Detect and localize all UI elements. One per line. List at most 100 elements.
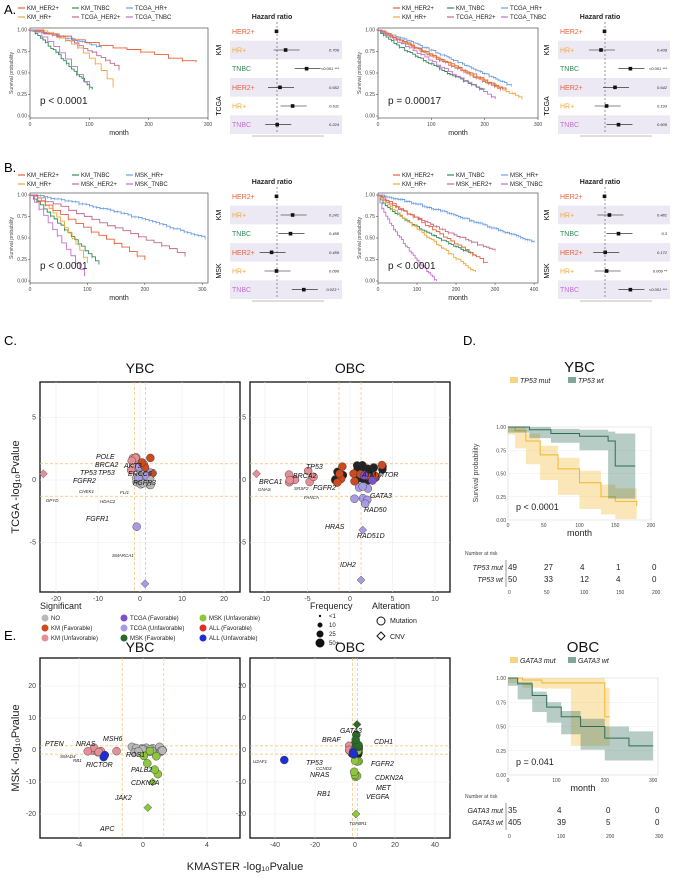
km-d-risk-mut-label: TP53 mut	[473, 565, 504, 572]
forest-a2-row-label: HER2+	[560, 85, 583, 92]
km-e2-legend-wt: GATA3 wt	[578, 658, 610, 665]
forest-a1-pvalue: <0.001 ***	[321, 66, 340, 71]
panel-e-ybc-title: YBC	[126, 639, 155, 655]
forest-b1-row-label: HER2+	[232, 194, 255, 201]
scatter-e-obc-xtick-label: 20	[391, 842, 399, 849]
legend-sig-swatch	[199, 624, 207, 632]
forest-b2-estimate	[607, 213, 612, 217]
km-a2-xtick-label: 300	[534, 122, 543, 128]
legend-b-item: MSK_TNBC	[135, 182, 168, 188]
forest-b2-row-label: HR+	[560, 213, 574, 220]
forest-b1-pvalue: 0.241	[329, 213, 339, 218]
forest-a2-row-label: HR+	[560, 48, 574, 55]
km-a1-curve	[30, 30, 93, 90]
km-b2-xtick-label: 300	[491, 287, 500, 293]
km-e2-risk-wt-cell: 5	[606, 818, 611, 827]
km-a2-ylabel: Survival probability	[357, 52, 363, 94]
forest-b1-estimate	[290, 213, 295, 217]
km-e2-risk-wt-cell: 0	[655, 818, 660, 827]
km-d-legend-wt-swatch	[568, 377, 576, 383]
km-e2-title: OBC	[567, 639, 600, 656]
km-a1-ytick-label: 0.50	[17, 71, 27, 77]
km-d-risk-xtick: 0	[508, 590, 511, 596]
km-d-legend-mut: TP53 mut	[520, 378, 551, 385]
km-e2-risk-wt-cell: 39	[557, 818, 566, 827]
gene-label-c-ybc: POLE	[96, 454, 115, 461]
forest-b1-estimate	[288, 231, 293, 236]
legend-sig-item: TCGA (Favorable)	[130, 616, 179, 622]
forest-b2-group2: MSK	[544, 263, 551, 279]
km-d-ytick-label: 0.25	[496, 495, 506, 501]
forest-b2-row-label: HER2+	[560, 250, 583, 257]
gene-label-e-obc: VEGFA	[366, 794, 390, 801]
forest-a1-group2: TCGA	[216, 96, 223, 116]
gene-label-e-ybc: NRAS	[76, 741, 96, 748]
scatter-e-ybc-ytick-label: -20	[26, 811, 36, 818]
km-d-xtick-label: 0	[507, 523, 510, 529]
scatter-e-ybc-point	[158, 746, 167, 755]
km-b1-xtick-label: 0	[29, 287, 32, 293]
gene-label-c-obc: GNAS	[258, 487, 271, 492]
km-b1-ylabel: Survival probability	[9, 217, 15, 259]
forest-a1-pvalue: 0.706	[329, 48, 340, 53]
km-d-xtick-label: 50	[541, 523, 547, 529]
km-b1-xtick-label: 100	[83, 287, 92, 293]
km-a1-xtick-label: 100	[85, 122, 94, 128]
legend-alt-item: Mutation	[390, 618, 417, 625]
scatter-c-ybc-xtick-label: -20	[51, 596, 61, 603]
legend-a2-item: TCGA_TNBC	[510, 15, 547, 21]
scatter-c-ybc-xtick-label: 20	[220, 596, 228, 603]
km-a2-curve	[378, 29, 512, 86]
km-d-mut-curve	[508, 426, 638, 507]
km-e2-xlabel: month	[570, 783, 595, 793]
km-d-xtick-label: 100	[575, 523, 584, 529]
forest-a2-estimate	[602, 29, 607, 34]
scatter-e-obc-cnv-point	[351, 809, 361, 819]
km-b1-curve	[30, 194, 186, 256]
scatter-e-ybc-ytick-label: 0	[32, 747, 36, 754]
forest-a2-pvalue: <0.001 ***	[649, 66, 668, 71]
km-b2-ylabel: Survival probability	[357, 217, 363, 259]
scatter-c-obc-point	[335, 469, 344, 478]
gene-label-c-ybc: SMARCA1	[112, 553, 134, 558]
legend-a-item: TCGA_HR+	[135, 6, 168, 12]
panel-label-b: B.	[4, 160, 16, 175]
panel-label-a: A.	[4, 2, 16, 17]
legend-b2-item: KM_TNBC	[456, 173, 485, 179]
legend-sig-item: KM (Favorable)	[51, 626, 92, 632]
forest-b2-estimate	[604, 269, 609, 273]
scatter-c-obc-cnv-point	[252, 469, 261, 479]
km-d-pvalue: p < 0.0001	[516, 502, 559, 512]
km-d-risk-wt-cell: 33	[544, 575, 553, 584]
km-d-risk-mut-cell: 0	[652, 563, 657, 572]
forest-a1-estimate	[283, 48, 288, 52]
forest-b2-estimate	[628, 287, 633, 292]
scatter-c-obc-xtick-label: 0	[348, 596, 352, 603]
km-b1-ytick-label: 0.50	[17, 236, 27, 242]
gene-label-e-obc: CDH1	[374, 739, 393, 746]
forest-b1-estimate	[302, 287, 306, 292]
legend-freq-swatch	[317, 622, 323, 628]
forest-a1-title: Hazard ratio	[252, 14, 292, 21]
forest-b2-pvalue: 0.3	[661, 231, 667, 236]
km-e2-risk-mut-cell: 0	[655, 806, 660, 815]
gene-label-c-ybc: HDAC2	[100, 499, 116, 504]
scatter-c-obc-point	[338, 462, 347, 471]
scatter-e-ybc-point	[134, 747, 143, 756]
scatter-e-ybc-xtick-label: -4	[76, 842, 82, 849]
scatter-e-ybc-ytick-label: 10	[28, 715, 36, 722]
forest-a2-row-label: HR+	[560, 104, 574, 111]
km-b2-xtick-label: 100	[413, 287, 422, 293]
km-d-ytick-label: 0.75	[496, 448, 506, 454]
km-a2-xtick-label: 200	[480, 122, 489, 128]
forest-a2-row-label: HER2+	[560, 29, 583, 36]
gene-label-e-ybc: RB1	[73, 758, 82, 763]
forest-a1-estimate	[274, 29, 279, 34]
km-e2-ytick-label: 0.50	[496, 725, 506, 731]
forest-b1-row-label: TNBC	[232, 287, 251, 294]
forest-b1-row-label: TNBC	[232, 231, 251, 238]
km-e2-legend-mut-swatch	[510, 657, 518, 663]
legend-b2-item: KM_HR+	[402, 182, 427, 188]
panel-e-xlabel: KMASTER -log₁₀Pvalue	[187, 861, 303, 873]
legend-alt-mutation-swatch	[376, 616, 386, 626]
